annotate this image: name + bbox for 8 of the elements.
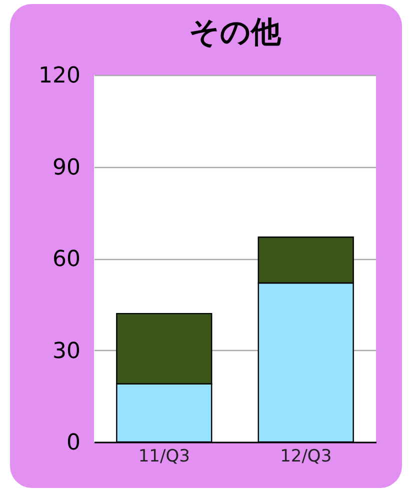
y-tick-label: 0 <box>66 430 80 456</box>
x-tick-label: 12/Q3 <box>280 446 332 466</box>
x-tick-label: 11/Q3 <box>138 446 190 466</box>
y-tick-label: 30 <box>52 338 80 364</box>
y-tick-label: 60 <box>52 247 80 272</box>
chart-title: その他 <box>189 15 282 50</box>
y-tick-label: 90 <box>52 155 80 180</box>
y-tick-label: 120 <box>38 64 80 88</box>
